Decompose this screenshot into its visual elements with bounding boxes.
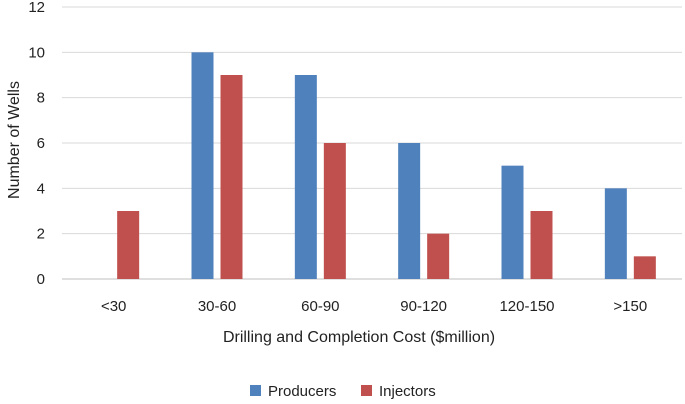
bar-injectors-1 [220,75,243,279]
bar-injectors-0 [117,211,140,279]
x-axis-title: Drilling and Completion Cost ($million) [223,329,495,346]
y-tick-label: 0 [37,271,45,288]
legend: Producers Injectors [250,383,436,400]
bars [117,52,656,280]
bar-injectors-4 [530,211,553,279]
legend-swatch-injectors [361,385,372,396]
y-axis-title: Number of Wells [6,81,23,199]
y-tick-label: 12 [28,0,45,16]
bar-producers-5 [604,188,627,279]
y-tick-label: 10 [28,44,45,61]
legend-swatch-producers [250,385,261,396]
y-tick-label: 2 [37,226,45,243]
bar-producers-2 [294,75,317,279]
bar-injectors-3 [427,233,450,279]
y-axis-ticks: 0 2 4 6 8 10 12 [28,0,45,288]
x-tick-label: >150 [613,298,647,315]
bar-injectors-5 [633,256,656,279]
x-tick-label: 120-150 [499,298,554,315]
gridlines [62,6,682,280]
legend-label-injectors: Injectors [379,383,436,400]
legend-label-producers: Producers [268,383,336,400]
x-tick-label: 60-90 [301,298,339,315]
bar-injectors-2 [323,143,346,279]
bar-producers-4 [501,165,524,279]
y-tick-label: 8 [37,90,45,107]
x-tick-label: 90-120 [400,298,447,315]
x-axis-ticks: <30 30-60 60-90 90-120 120-150 >150 [101,298,647,315]
bar-producers-3 [398,143,421,279]
y-tick-label: 6 [37,135,45,152]
y-tick-label: 4 [37,180,45,197]
x-tick-label: 30-60 [198,298,236,315]
bar-producers-1 [191,52,214,280]
x-tick-label: <30 [101,298,126,315]
